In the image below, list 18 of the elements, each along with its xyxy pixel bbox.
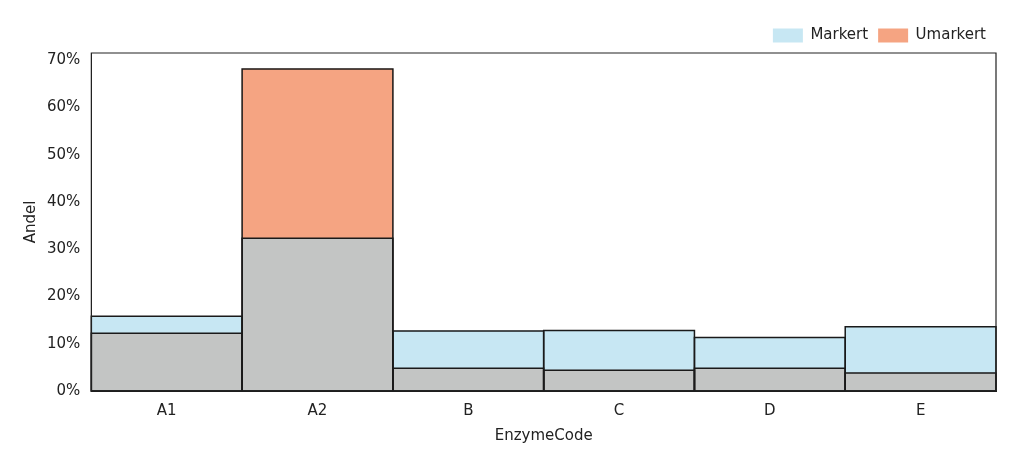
x-tick-label: E [915, 400, 926, 419]
x-axis-title: EnzymeCode [494, 425, 593, 444]
x-tick-label: A2 [307, 400, 328, 419]
legend-label: Markert [810, 25, 869, 44]
y-axis-title: Andel [20, 200, 39, 244]
y-tick-label: 70% [47, 49, 81, 68]
x-tick-label: D [764, 400, 776, 419]
x-tick-label: B [463, 400, 474, 419]
y-tick-label: 50% [47, 144, 81, 163]
x-tick-label: C [613, 400, 625, 419]
y-tick-label: 10% [47, 333, 81, 352]
y-tick-label: 20% [47, 286, 81, 305]
y-tick-label: 40% [47, 191, 81, 210]
legend-label: Umarkert [915, 25, 987, 44]
x-tick-label: A1 [156, 400, 177, 419]
y-tick-label: 30% [47, 239, 81, 258]
y-tick-label: 60% [47, 97, 81, 116]
y-tick-label: 0% [56, 380, 81, 399]
